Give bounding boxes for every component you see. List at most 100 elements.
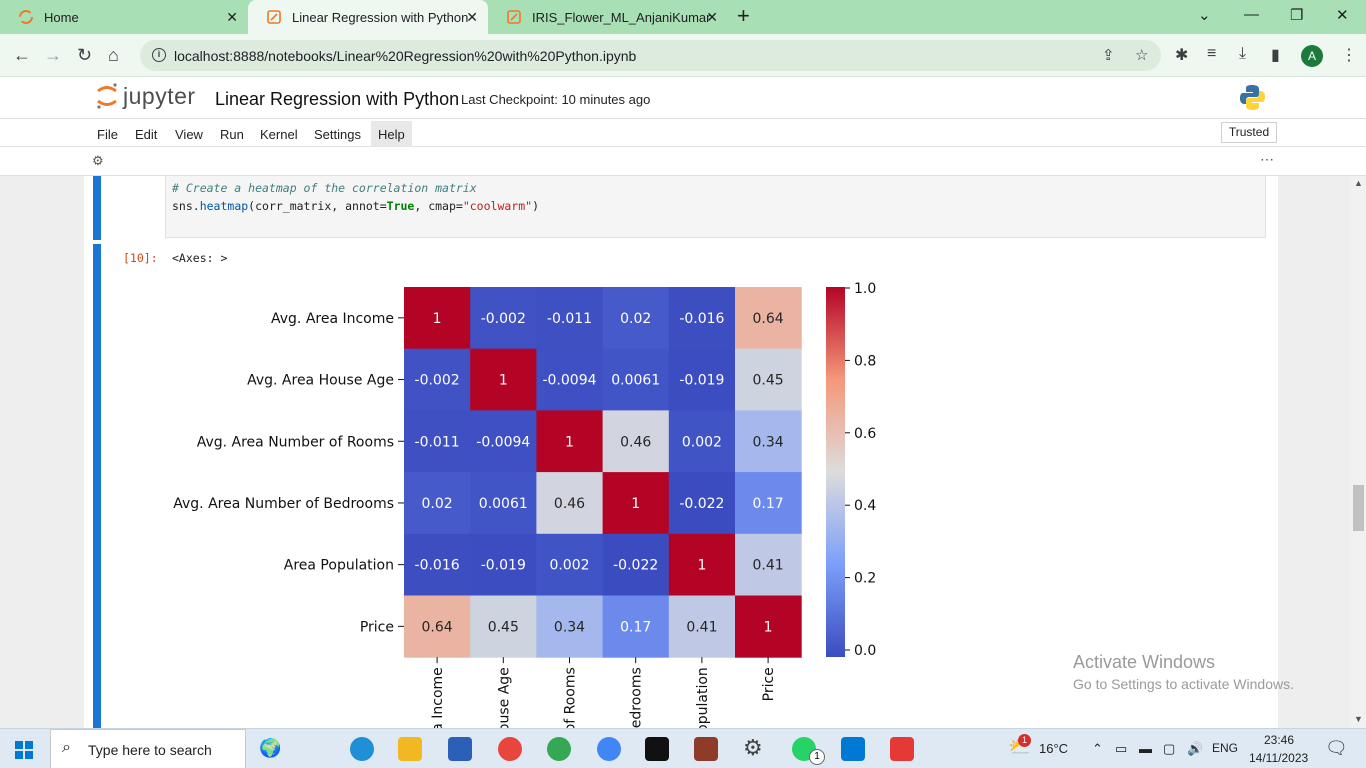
notebook-scrollbar[interactable]: ▲ ▼ <box>1351 176 1366 728</box>
code-token: True <box>386 199 415 213</box>
heatmap-cell-label: -0.019 <box>679 373 724 389</box>
heatmap-cell <box>404 533 471 596</box>
new-tab-plus-icon[interactable]: + <box>737 3 750 28</box>
close-icon[interactable]: ✕ <box>466 9 478 25</box>
code-token: (corr_matrix, annot= <box>248 199 387 213</box>
scrollbar-thumb[interactable] <box>1353 485 1364 531</box>
kebab-menu-icon[interactable]: ⋮ <box>1341 47 1357 64</box>
close-icon[interactable]: ✕ <box>706 9 718 25</box>
tab-iris[interactable]: IRIS_Flower_ML_AnjaniKumar ✕ <box>488 0 728 34</box>
tab-linear-regression[interactable]: Linear Regression with Python ✕ <box>248 0 488 34</box>
download-icon[interactable]: ⤓ <box>1239 45 1247 62</box>
language-indicator[interactable]: ENG <box>1212 741 1239 755</box>
menu-kernel[interactable]: Kernel <box>260 127 298 142</box>
chrome-icon[interactable] <box>498 737 522 761</box>
checkpoint-status: Last Checkpoint: 10 minutes ago <box>461 92 651 107</box>
minimize-icon[interactable]: — <box>1244 6 1259 23</box>
volume-icon[interactable]: 🔊 <box>1187 741 1204 756</box>
chrome-profile-icon[interactable] <box>547 737 571 761</box>
heatmap-cell-label: -0.011 <box>415 434 460 450</box>
share-icon[interactable]: ⇪ <box>1102 47 1115 64</box>
heatmap-cell <box>602 348 670 411</box>
scroll-up-icon[interactable]: ▲ <box>1354 178 1363 188</box>
heatmap-cell <box>735 472 802 535</box>
menu-edit[interactable]: Edit <box>135 127 158 142</box>
tab-label: Home <box>44 9 79 25</box>
code-line-1[interactable]: # Create a heatmap of the correlation ma… <box>172 181 477 195</box>
reload-icon[interactable]: ↻ <box>77 45 93 65</box>
trusted-badge[interactable]: Trusted <box>1221 122 1277 143</box>
menu-help[interactable]: Help <box>371 121 412 148</box>
execution-prompt: [10]: <box>123 251 158 265</box>
menu-bar: File Edit View Run Kernel Settings Help <box>0 118 1366 148</box>
address-bar-row: ← → ↻ ⌂ i localhost:8888/notebooks/Linea… <box>0 34 1366 77</box>
heatmap-cell <box>404 287 471 350</box>
bookmark-star-icon[interactable]: ☆ <box>1135 47 1149 64</box>
tab-search-chevron-icon[interactable]: ⌄ <box>1198 7 1211 24</box>
site-info-icon[interactable]: i <box>152 48 166 62</box>
heatmap-cell-label: -0.0094 <box>476 434 530 450</box>
extensions-icon[interactable]: ✱ <box>1175 47 1189 64</box>
scroll-down-icon[interactable]: ▼ <box>1354 714 1363 724</box>
heatmap-cell <box>470 472 537 535</box>
code-line-2[interactable]: sns.heatmap(corr_matrix, annot=True, cma… <box>172 199 539 213</box>
heatmap-cell <box>602 472 670 535</box>
home-icon[interactable]: ⌂ <box>108 45 119 65</box>
menu-view[interactable]: View <box>175 127 203 142</box>
file-explorer-icon[interactable] <box>398 737 422 761</box>
colorbar-tick-label: 0.4 <box>854 498 876 514</box>
edge-icon[interactable] <box>350 737 374 761</box>
tray-battery-icon[interactable]: ▬ <box>1139 741 1152 756</box>
tab-home[interactable]: Home ✕ <box>0 0 248 34</box>
tray-chevron-icon[interactable]: ⌃ <box>1092 741 1103 756</box>
notebook-title[interactable]: Linear Regression with Python <box>215 89 460 109</box>
tray-network-icon[interactable]: ▭ <box>1115 741 1128 756</box>
close-icon[interactable]: ✕ <box>226 9 238 25</box>
heatmap-cell <box>536 410 604 473</box>
microsoft-store-icon[interactable] <box>448 737 472 761</box>
code-comment: # Create a heatmap of the correlation ma… <box>172 181 477 195</box>
chrome-alt-icon[interactable] <box>597 737 621 761</box>
menu-run[interactable]: Run <box>220 127 244 142</box>
code-cell-editor[interactable] <box>165 176 1266 238</box>
close-window-icon[interactable]: ✕ <box>1336 7 1349 24</box>
gear-icon[interactable]: ⚙ <box>92 153 104 168</box>
heatmap-cell-label: 0.0061 <box>479 496 528 512</box>
menu-file[interactable]: File <box>97 127 118 142</box>
restore-icon[interactable]: ❐ <box>1290 7 1304 24</box>
menu-settings[interactable]: Settings <box>314 127 361 142</box>
notification-center-icon[interactable]: 🗨 <box>1325 738 1348 758</box>
clock-date[interactable]: 14/11/2023 <box>1249 751 1309 765</box>
heatmap-cell <box>470 595 537 658</box>
windows-start-icon[interactable] <box>15 741 33 759</box>
side-panel-icon[interactable]: ▮ <box>1271 47 1280 64</box>
heatmap-cell-label: -0.016 <box>415 558 460 574</box>
search-placeholder: Type here to search <box>88 742 212 758</box>
profile-avatar[interactable]: A <box>1301 45 1323 67</box>
jupyter-logo[interactable]: jupyter <box>95 82 196 110</box>
vscode-icon[interactable] <box>841 737 865 761</box>
archive-app-icon[interactable] <box>694 737 718 761</box>
heatmap-cell-label: 0.46 <box>620 434 651 450</box>
forward-arrow-icon[interactable]: → <box>44 45 62 65</box>
heatmap-cell <box>470 287 537 350</box>
heatmap-cell <box>668 410 736 473</box>
back-arrow-icon[interactable]: ← <box>13 45 31 65</box>
terminal-icon[interactable] <box>645 737 669 761</box>
weather-temp[interactable]: 16°C <box>1039 741 1069 756</box>
more-icon[interactable]: ⋯ <box>1260 151 1274 167</box>
settings-gear-icon[interactable]: ⚙ <box>743 735 763 760</box>
omnibox[interactable]: i localhost:8888/notebooks/Linear%20Regr… <box>140 40 1161 71</box>
heatmap-cell <box>602 595 670 658</box>
video-app-icon[interactable] <box>890 737 914 761</box>
taskbar-search-box[interactable]: ⌕ Type here to search 🌍 <box>50 729 281 768</box>
reading-list-icon[interactable]: ≡ <box>1207 45 1217 62</box>
row-tick-label: Avg. Area House Age <box>247 373 394 389</box>
col-tick-label: ouse Age <box>496 667 512 728</box>
clock-time[interactable]: 23:46 <box>1264 733 1295 747</box>
heatmap-cell <box>404 472 471 535</box>
url-text[interactable]: localhost:8888/notebooks/Linear%20Regres… <box>174 48 637 64</box>
tray-display-icon[interactable]: ▢ <box>1163 741 1176 756</box>
activate-windows-watermark: Activate Windows Go to Settings to activ… <box>1073 652 1294 692</box>
heatmap-cell-label: 1 <box>433 311 442 327</box>
